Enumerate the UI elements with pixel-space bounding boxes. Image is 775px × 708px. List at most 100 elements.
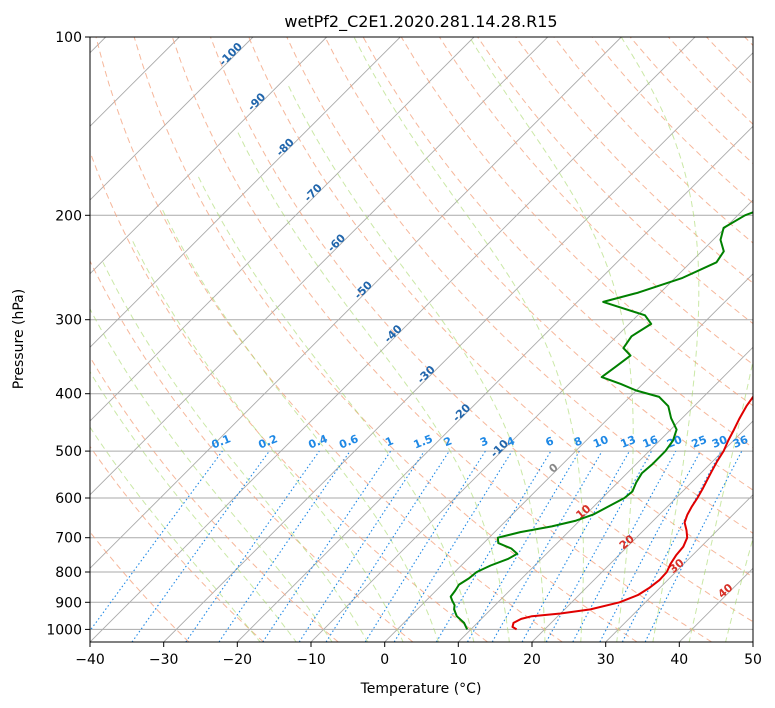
isotherm-label: -80 bbox=[274, 135, 297, 158]
moist-adiabat-line bbox=[620, 37, 700, 642]
x-tick-label: 50 bbox=[744, 652, 762, 668]
moist-adiabat-line bbox=[469, 37, 634, 642]
dry-adiabat-line bbox=[515, 37, 753, 284]
mixing-ratio-line bbox=[185, 450, 320, 642]
isotherm-label: -30 bbox=[415, 363, 438, 386]
moist-adiabat-line bbox=[90, 370, 297, 642]
isotherm-line bbox=[90, 37, 622, 569]
y-axis-label: Pressure (hPa) bbox=[11, 289, 27, 389]
isotherm-label: -90 bbox=[245, 90, 268, 113]
mixing-ratio-label: 8 bbox=[572, 434, 584, 449]
mixing-ratio-label: 6 bbox=[544, 434, 556, 449]
dry-adiabat-line bbox=[90, 445, 264, 642]
mixing-ratio-line bbox=[572, 450, 677, 642]
isotherm-line bbox=[236, 125, 753, 642]
mixing-ratio-line bbox=[545, 450, 653, 642]
moist-adiabat-line bbox=[90, 426, 261, 642]
y-tick-label: 700 bbox=[55, 531, 82, 547]
isotherm-line bbox=[531, 420, 753, 642]
dry-adiabat-line bbox=[95, 37, 563, 642]
x-tick-label: 20 bbox=[523, 652, 541, 668]
isotherm-line bbox=[90, 37, 549, 496]
mixing-ratio-line bbox=[435, 450, 552, 642]
y-axis: 100 200 300 400 500 600 700 800 900 1000 bbox=[46, 30, 90, 638]
mixing-ratio-label: 25 bbox=[690, 433, 709, 451]
moist-adiabat-line bbox=[131, 239, 404, 642]
isotherm-line bbox=[384, 273, 753, 642]
x-tick-label: −10 bbox=[296, 652, 326, 668]
isotherm-line bbox=[163, 52, 753, 642]
moist-adiabat-line bbox=[90, 308, 333, 642]
isotherm-line bbox=[457, 346, 753, 642]
mixing-ratio-line bbox=[262, 450, 392, 642]
mixing-ratio-label: 10 bbox=[591, 433, 610, 451]
isotherm-label: -50 bbox=[352, 278, 375, 301]
mixing-ratio-label: 0.4 bbox=[307, 432, 330, 451]
isotherm-label: -60 bbox=[325, 231, 348, 254]
mixing-ratio-label: 16 bbox=[641, 433, 660, 451]
dry-adiabat-line bbox=[90, 150, 488, 642]
mixing-ratio-line bbox=[599, 450, 701, 642]
isotherm-label: -100 bbox=[216, 40, 245, 69]
x-tick-label: 30 bbox=[597, 652, 615, 668]
x-tick-label: 40 bbox=[670, 652, 688, 668]
dry-adiabat-line bbox=[90, 356, 339, 642]
dry-adiabat-line bbox=[90, 259, 414, 642]
dry-adiabat-line bbox=[324, 37, 753, 491]
y-tick-label: 900 bbox=[55, 595, 82, 611]
moist-adiabat-line bbox=[102, 262, 369, 642]
dry-adiabat-line bbox=[90, 531, 190, 642]
moist-adiabat-label: 40 bbox=[715, 581, 735, 601]
mixing-ratio-line bbox=[131, 450, 270, 642]
mixing-ratio-label: 1 bbox=[383, 434, 395, 449]
y-tick-label: 300 bbox=[55, 313, 82, 329]
dry-adiabat-line bbox=[591, 37, 753, 204]
moist-adiabat-line bbox=[161, 208, 440, 642]
isotherm-line bbox=[310, 199, 753, 642]
isotherm-line bbox=[752, 641, 753, 642]
mixing-ratio-line bbox=[393, 450, 513, 642]
dry-adiabat-line bbox=[706, 37, 753, 86]
moist-adiabat-line bbox=[196, 173, 475, 642]
chart-title: wetPf2_C2E1.2020.281.14.28.R15 bbox=[284, 12, 557, 32]
x-tick-label: −30 bbox=[149, 652, 179, 668]
mixing-ratio-line bbox=[364, 450, 486, 642]
isotherm-label: -40 bbox=[382, 322, 405, 345]
isotherm-label: -20 bbox=[450, 401, 473, 424]
isotherm-label: -70 bbox=[302, 181, 325, 204]
x-tick-label: −20 bbox=[223, 652, 253, 668]
y-tick-label: 1000 bbox=[46, 622, 82, 638]
dry-adiabat-line bbox=[133, 37, 638, 642]
isotherm-line bbox=[605, 494, 753, 642]
mixing-ratio-label: 13 bbox=[619, 433, 638, 451]
dry-adiabat-line bbox=[286, 37, 753, 534]
dry-adiabat-line bbox=[248, 37, 753, 578]
profile-series bbox=[449, 211, 753, 631]
isotherm-line bbox=[90, 37, 401, 348]
plot-frame bbox=[89, 36, 754, 643]
mixing-ratio-line bbox=[644, 450, 743, 642]
y-tick-label: 200 bbox=[55, 208, 82, 224]
x-tick-label: 10 bbox=[449, 652, 467, 668]
x-axis-label: Temperature (°C) bbox=[360, 681, 482, 697]
mixing-ratio-line bbox=[298, 450, 425, 642]
isotherm-line bbox=[90, 37, 254, 201]
y-tick-label: 400 bbox=[55, 387, 82, 403]
temperature-profile-line bbox=[511, 395, 753, 631]
isotherm-line bbox=[90, 37, 328, 275]
y-tick-label: 500 bbox=[55, 444, 82, 460]
dry-adiabat-line bbox=[171, 37, 712, 642]
dry-adiabat-line bbox=[210, 37, 753, 623]
dry-adiabat-line bbox=[668, 37, 753, 125]
mixing-ratio-line bbox=[521, 450, 630, 642]
reference-lines bbox=[90, 37, 753, 642]
x-axis: −40 −30 −20 −10 0 10 20 30 40 50 bbox=[75, 642, 762, 668]
x-tick-label: 0 bbox=[380, 652, 389, 668]
mixing-ratio-label: 3 bbox=[478, 434, 490, 449]
moist-adiabat-line bbox=[725, 536, 753, 642]
dry-adiabat-line bbox=[553, 37, 753, 244]
y-tick-label: 800 bbox=[55, 565, 82, 581]
isotherm-line bbox=[678, 567, 753, 642]
y-tick-label: 100 bbox=[55, 30, 82, 46]
